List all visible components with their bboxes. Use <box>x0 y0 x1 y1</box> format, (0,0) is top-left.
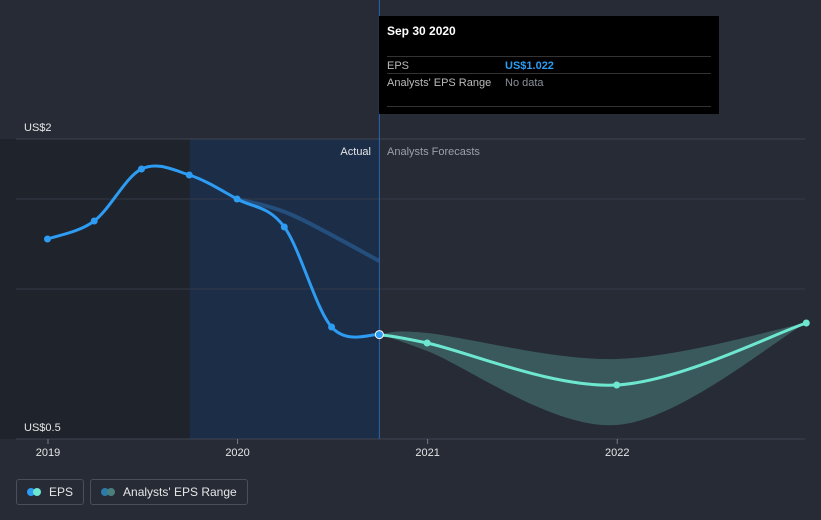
eps-forecast-point <box>802 319 810 327</box>
legend-range-label: Analysts' EPS Range <box>123 485 237 499</box>
tooltip-divider <box>387 106 711 107</box>
tooltip: Sep 30 2020 EPS US$1.022 Analysts' EPS R… <box>379 16 719 114</box>
legend-eps-range[interactable]: Analysts' EPS Range <box>90 479 248 505</box>
eps-point <box>90 217 98 225</box>
eps-forecast-point <box>423 339 431 347</box>
eps-point <box>328 323 336 331</box>
eps-legend-icon <box>27 488 41 496</box>
gridlines <box>16 138 805 440</box>
y-axis-label-bottom: US$0.5 <box>24 422 61 434</box>
x-tick-label: 2020 <box>225 447 249 459</box>
eps-point <box>374 330 384 340</box>
actual-section-label: Actual <box>340 146 371 158</box>
x-axis: 2019 2020 2021 2022 <box>36 439 629 459</box>
eps-range-band <box>379 323 807 426</box>
eps-point <box>137 165 145 173</box>
data-points <box>43 165 810 389</box>
x-tick-label: 2019 <box>36 447 60 459</box>
eps-point <box>43 235 51 243</box>
tooltip-range-value: No data <box>505 77 544 89</box>
x-tick-label: 2021 <box>415 447 439 459</box>
tooltip-eps-label: EPS <box>387 60 410 72</box>
y-axis-label-top: US$2 <box>24 122 52 134</box>
eps-line <box>46 164 380 339</box>
eps-forecast-point <box>613 381 621 389</box>
x-tick-label: 2022 <box>605 447 629 459</box>
tooltip-range-row: Analysts' EPS Range No data <box>387 73 711 92</box>
forecast-section-label: Analysts Forecasts <box>387 146 480 158</box>
tooltip-eps-row: EPS US$1.022 <box>387 56 711 75</box>
range-legend-icon <box>101 488 116 496</box>
past-forecast-line <box>236 197 381 263</box>
tooltip-range-label: Analysts' EPS Range <box>387 77 492 89</box>
legend: EPS Analysts' EPS Range <box>16 479 248 507</box>
legend-eps[interactable]: EPS <box>16 479 85 505</box>
eps-point <box>185 171 193 179</box>
eps-forecast-line <box>379 321 807 387</box>
legend-eps-label: EPS <box>49 485 74 499</box>
eps-point <box>280 223 288 231</box>
eps-point <box>233 195 241 203</box>
tooltip-date: Sep 30 2020 <box>387 24 456 38</box>
tooltip-eps-value: US$1.022 <box>505 60 554 72</box>
